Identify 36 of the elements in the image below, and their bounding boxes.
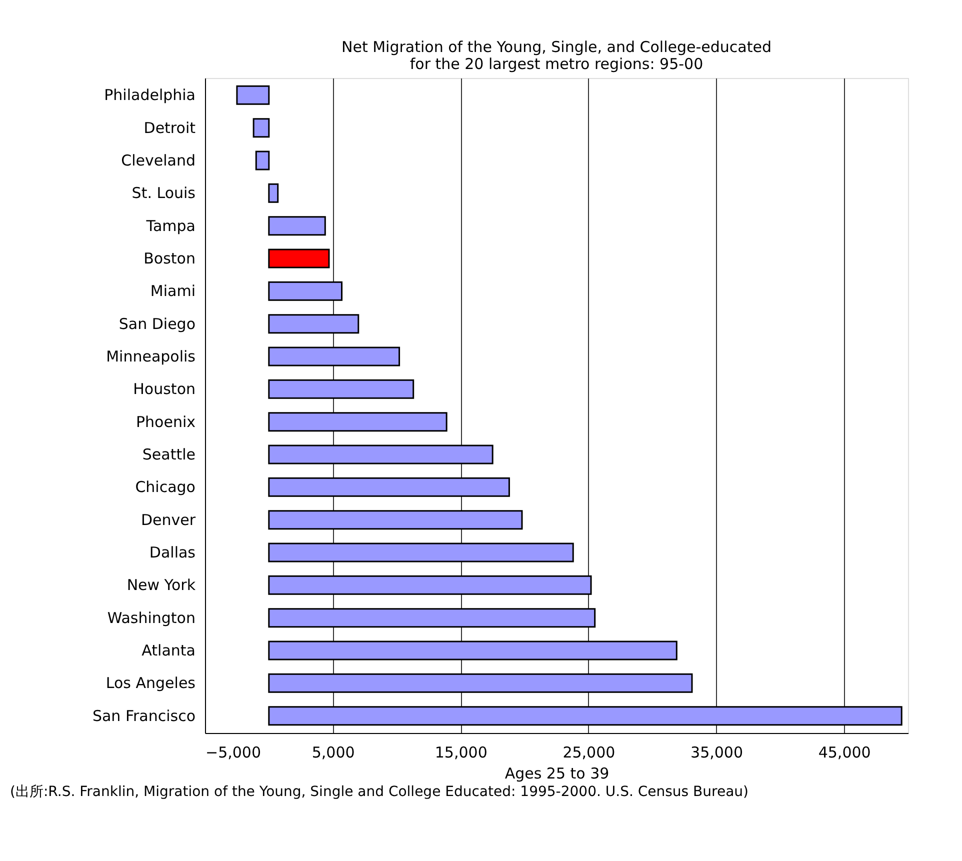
text: (出所:R.S. Franklin, Migration of the Young, Single and College Educated: 1995-2000. U.S. Census Bureau) [10,784,748,800]
x-axis-title: Ages 25 to 39 [504,764,610,782]
text: for the 20 largest metro regions: 95-00 [410,55,704,73]
y-tick-label: Chicago [135,478,196,496]
y-tick-label: Los Angeles [106,674,196,692]
bar [268,216,326,236]
text: Net Migration of the Young, Single, and College-educated [342,38,772,56]
bar [252,118,270,138]
y-tick-label: Miami [150,282,196,300]
bar [255,150,270,170]
bar [236,85,270,105]
bar [268,183,279,203]
y-tick-label: Philadelphia [104,86,196,104]
x-tick-label: −5,000 [206,744,262,762]
y-tick-label: Phoenix [136,412,196,431]
x-tick-label: 45,000 [818,744,871,762]
y-tick-label: Houston [133,380,196,398]
y-tick-label: Tampa [145,216,196,235]
y-tick-label: San Francisco [92,706,196,725]
y-tick-label: Atlanta [142,642,196,660]
x-tick-label: 15,000 [434,744,488,762]
x-tick-label: 25,000 [562,744,616,762]
y-tick-label: Denver [140,510,196,529]
x-tick-label: 5,000 [312,744,355,762]
x-tick-label: 35,000 [690,744,744,762]
y-tick-label: Boston [144,249,196,268]
y-tick-label: New York [126,576,196,594]
y-tick-label: Cleveland [121,151,196,170]
y-tick-label: St. Louis [132,184,196,202]
bar [268,248,330,268]
y-tick-label: Dallas [149,544,196,562]
y-tick-label: Detroit [144,118,196,137]
y-tick-label: San Diego [118,314,196,333]
y-tick-label: Seattle [142,446,196,464]
y-tick-label: Washington [107,608,196,627]
y-tick-label: Minneapolis [106,347,196,366]
